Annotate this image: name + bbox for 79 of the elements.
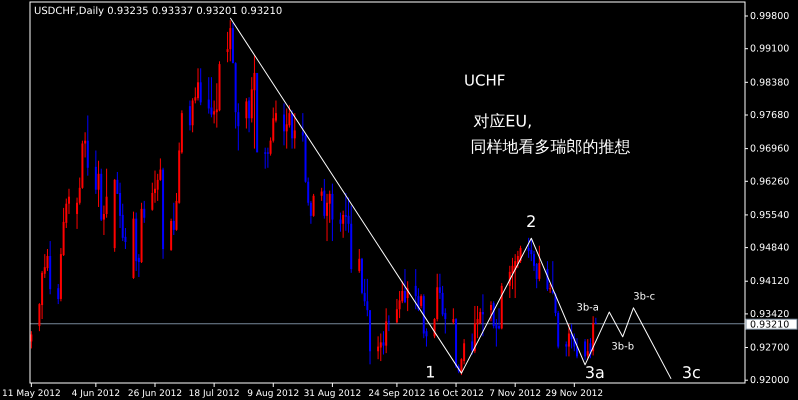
candlestick: [229, 20, 232, 62]
y-tick-label: 0.99100: [750, 44, 790, 55]
candlestick: [312, 193, 315, 218]
y-tick-label: 0.92700: [750, 342, 790, 354]
candlestick: [210, 76, 212, 118]
candlestick: [98, 160, 100, 208]
candlestick: [471, 333, 474, 356]
y-tick-label: 0.96260: [750, 176, 790, 188]
candlestick: [414, 268, 417, 310]
candlestick: [342, 210, 344, 238]
candlestick: [404, 268, 406, 304]
x-tick-label: 26 Jun 2012: [128, 389, 182, 399]
candlestick: [283, 102, 286, 146]
y-tick-label: 0.99800: [750, 11, 790, 22]
candlestick: [248, 96, 250, 133]
candlestick: [344, 192, 347, 232]
x-tick-label: 24 Sep 2012: [368, 389, 426, 399]
annotation: 3c: [682, 363, 701, 382]
x-tick-label: 16 Oct 2012: [428, 389, 484, 399]
candlestick: [200, 68, 202, 106]
y-tick-label: 0.93420: [750, 308, 790, 320]
annotation: 3b-c: [633, 292, 656, 303]
y-tick-label: 0.97680: [750, 110, 790, 121]
x-tick-label: 4 Jun 2012: [72, 389, 120, 399]
candlestick: [538, 245, 540, 282]
y-tick-label: 0.98380: [750, 77, 790, 88]
candlestick: [294, 112, 296, 150]
candlestick: [576, 338, 578, 359]
candlestick: [565, 340, 568, 357]
annotation: 对应EU,: [473, 112, 532, 131]
annotation: UCHF: [464, 72, 506, 90]
candlestick: [94, 150, 97, 194]
candlestick: [197, 68, 199, 102]
candlestick: [452, 308, 454, 325]
candlestick: [57, 284, 60, 305]
candlestick: [549, 284, 552, 294]
candlestick: [380, 333, 382, 362]
y-tick-label: 0.92000: [750, 375, 790, 386]
x-tick-label: 31 Aug 2012: [304, 389, 362, 399]
y-tick-label: 0.94120: [750, 276, 790, 288]
candlestick: [326, 193, 328, 242]
candlestick: [377, 336, 380, 360]
annotation: 3a: [584, 363, 605, 382]
y-tick-label: 0.95540: [750, 210, 790, 221]
candlestick: [286, 108, 288, 150]
candlestick: [253, 54, 256, 150]
candlestick: [382, 330, 384, 356]
annotation: 3b-a: [576, 302, 599, 314]
candlestick: [208, 76, 210, 114]
candlestick: [245, 98, 248, 130]
candlestick: [482, 294, 484, 337]
x-tick-label: 7 Nov 2012: [489, 389, 542, 399]
x-tick-label: 9 Aug 2012: [247, 389, 300, 399]
annotation: 1: [425, 362, 436, 382]
candlestick: [568, 324, 570, 357]
candlestick: [143, 200, 146, 224]
chart-title: USDCHF,Daily 0.93235 0.93337 0.93201 0.93210: [34, 6, 282, 17]
x-tick-label: 11 May 2012: [2, 389, 61, 399]
x-tick-label: 29 Nov 2012: [545, 389, 604, 399]
x-tick-label: 18 Jul 2012: [188, 389, 240, 399]
candlestick: [358, 248, 360, 274]
ref-line-label: 0.93210: [750, 320, 790, 331]
candlestick: [339, 212, 342, 232]
annotation: 同样地看多瑞郎的推想: [470, 136, 630, 156]
candlestick: [320, 187, 323, 202]
candlestick: [490, 300, 492, 322]
annotation: 2: [526, 212, 536, 231]
candlestick: [388, 314, 390, 332]
candlestick: [30, 330, 32, 349]
y-tick-label: 0.94840: [750, 242, 790, 254]
candlestick: [172, 202, 175, 236]
candlestick: [420, 294, 422, 309]
line-series: [230, 17, 672, 380]
candlestick: [528, 237, 530, 258]
candlestick: [586, 338, 589, 360]
y-tick-label: 0.96960: [750, 144, 790, 155]
candlestick: [188, 100, 191, 131]
candlestick: [584, 338, 586, 361]
annotation: 3b-b: [611, 342, 634, 353]
